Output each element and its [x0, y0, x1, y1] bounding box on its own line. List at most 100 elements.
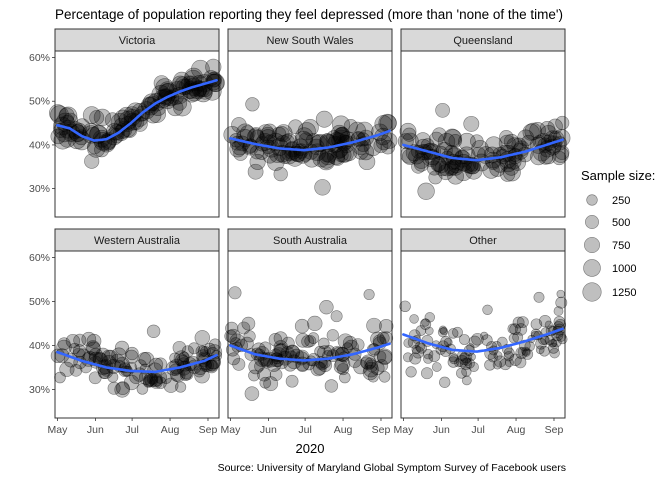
- data-point: [335, 146, 352, 163]
- data-point: [470, 134, 484, 148]
- y-tick-label: 50%: [29, 296, 50, 308]
- data-point: [353, 359, 368, 375]
- data-point: [435, 102, 450, 118]
- data-point: [411, 344, 421, 355]
- data-point: [413, 156, 430, 172]
- data-point: [257, 367, 272, 382]
- x-tick-label: Jul: [471, 424, 484, 436]
- x-tick-label: Aug: [507, 424, 526, 436]
- data-point: [172, 95, 188, 111]
- data-point: [245, 97, 260, 112]
- data-point: [503, 133, 520, 150]
- facet-strip-label: New South Wales: [266, 35, 354, 47]
- x-tick-label: Sep: [199, 424, 218, 436]
- data-point: [381, 132, 398, 149]
- data-point: [127, 113, 145, 131]
- legend-key-label: 750: [612, 240, 630, 252]
- data-point: [448, 134, 463, 148]
- data-point: [72, 344, 87, 358]
- data-point: [206, 359, 219, 372]
- data-point: [499, 166, 516, 182]
- data-point: [301, 119, 319, 136]
- data-point: [431, 156, 446, 172]
- data-point: [107, 371, 119, 383]
- data-point: [504, 358, 514, 368]
- data-point: [172, 340, 187, 355]
- data-point: [301, 335, 315, 349]
- y-tick-label: 30%: [29, 384, 50, 396]
- data-point: [552, 146, 569, 163]
- data-point: [304, 335, 317, 348]
- data-point: [50, 128, 66, 145]
- data-point: [103, 349, 119, 365]
- data-point: [69, 342, 81, 355]
- data-point: [503, 347, 515, 359]
- x-tick-label: Sep: [372, 424, 391, 436]
- y-tick-label: 40%: [29, 139, 50, 151]
- data-point: [139, 351, 155, 368]
- panel-plot-area: [400, 50, 566, 218]
- size-legend: Sample size: 250 500 750 1000 1250: [581, 168, 655, 302]
- data-point: [259, 126, 276, 144]
- x-tick-label: Jun: [260, 424, 277, 436]
- data-point: [443, 337, 453, 347]
- data-point: [431, 362, 442, 372]
- data-point: [462, 357, 472, 367]
- data-point: [271, 126, 287, 142]
- data-point: [204, 359, 219, 374]
- x-tick-label: Aug: [334, 424, 353, 436]
- data-point: [438, 325, 447, 334]
- data-point: [351, 338, 365, 352]
- data-point: [428, 131, 444, 147]
- data-point: [529, 121, 546, 139]
- data-point: [502, 163, 521, 182]
- data-point: [503, 351, 514, 362]
- data-point: [163, 377, 179, 393]
- data-point: [315, 357, 329, 371]
- panel-plot-area: [227, 50, 393, 218]
- legend-key-circle: [585, 215, 599, 229]
- data-point: [425, 326, 434, 336]
- data-point: [551, 336, 562, 348]
- data-point: [195, 345, 208, 358]
- data-point: [539, 121, 555, 137]
- data-point: [334, 126, 350, 143]
- data-point: [507, 323, 518, 334]
- data-point: [458, 132, 476, 151]
- data-point: [279, 146, 298, 165]
- data-point: [295, 130, 313, 149]
- data-point: [123, 109, 141, 126]
- legend-key-label: 1250: [612, 287, 636, 299]
- data-point: [517, 129, 535, 147]
- data-point: [380, 139, 396, 155]
- data-point: [295, 332, 311, 348]
- data-point: [194, 330, 210, 346]
- data-point: [294, 351, 309, 366]
- data-point: [88, 371, 102, 385]
- data-point: [557, 334, 568, 345]
- data-point: [397, 133, 414, 150]
- data-point: [288, 119, 303, 134]
- legend-key-label: 1000: [612, 263, 636, 275]
- data-point: [521, 346, 531, 356]
- data-point: [86, 333, 102, 349]
- data-point: [227, 352, 241, 366]
- x-tick-label: May: [221, 424, 242, 436]
- data-point: [533, 291, 545, 303]
- y-tick-label: 50%: [29, 96, 50, 108]
- data-point: [348, 121, 366, 140]
- data-point: [456, 367, 467, 379]
- data-point: [423, 353, 434, 364]
- data-points: [399, 289, 568, 388]
- data-point: [421, 318, 430, 327]
- data-point: [206, 344, 223, 360]
- data-point: [241, 316, 256, 331]
- legend-key-circle: [586, 194, 598, 206]
- data-point: [366, 317, 382, 334]
- y-tick-label: 40%: [29, 340, 50, 352]
- data-point: [72, 131, 92, 151]
- data-point: [437, 132, 456, 151]
- data-point: [402, 352, 413, 363]
- data-point: [343, 119, 358, 134]
